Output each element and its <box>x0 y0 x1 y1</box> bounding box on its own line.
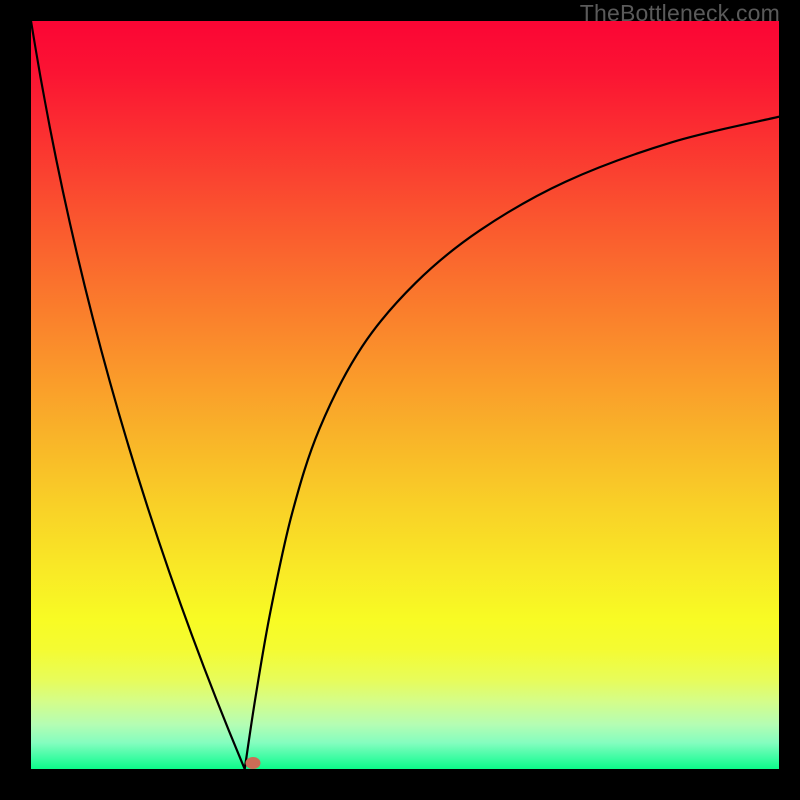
bottleneck-curve <box>31 21 779 769</box>
chart-stage: TheBottleneck.com <box>0 0 800 800</box>
watermark-label: TheBottleneck.com <box>580 0 780 27</box>
curve-layer <box>31 21 779 769</box>
optimum-marker <box>246 757 261 769</box>
